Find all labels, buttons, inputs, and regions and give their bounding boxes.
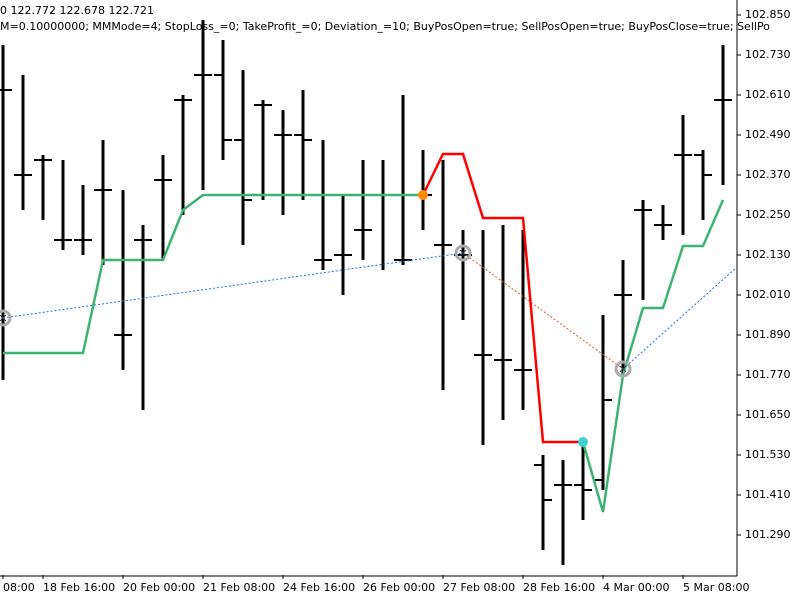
trade-marker	[454, 244, 472, 262]
y-tick-label: 102.610	[745, 88, 791, 101]
trade-marker-cross	[0, 314, 7, 322]
indicator-line	[421, 152, 583, 444]
x-tick-label: 4 Mar 00:00	[603, 581, 669, 594]
x-tick-label: 26 Feb 00:00	[363, 581, 435, 594]
y-tick-label: 101.770	[745, 368, 791, 381]
header-line: 0 122.772 122.678 122.721	[0, 4, 154, 17]
y-tick-label: 102.850	[745, 8, 791, 21]
x-tick-label: 24 Feb 16:00	[283, 581, 355, 594]
indicator-line	[3, 193, 725, 513]
x-tick-label: 08:00	[3, 581, 35, 594]
y-tick-label: 101.650	[745, 408, 791, 421]
x-tick-label: 20 Feb 00:00	[123, 581, 195, 594]
trade-line	[2, 252, 464, 319]
y-tick-label: 101.890	[745, 328, 791, 341]
x-tick-label: 21 Feb 08:00	[203, 581, 275, 594]
trade-marker-cross	[619, 365, 627, 373]
y-tick-label: 102.250	[745, 208, 791, 221]
y-tick-label: 102.010	[745, 288, 791, 301]
y-tick-label: 102.370	[745, 168, 791, 181]
trade-marker	[614, 360, 632, 378]
y-tick-label: 101.410	[745, 488, 791, 501]
y-tick-label: 102.130	[745, 248, 791, 261]
y-tick-label: 101.290	[745, 528, 791, 541]
x-tick-label: 5 Mar 08:00	[683, 581, 749, 594]
signal-dot	[578, 437, 588, 447]
trade-line	[622, 266, 738, 370]
y-tick-label: 102.490	[745, 128, 791, 141]
trade-marker	[0, 309, 12, 327]
signal-dot	[418, 190, 428, 200]
header-line: M=0.10000000; MMMode=4; StopLoss_=0; Tak…	[0, 20, 770, 33]
trade-line	[462, 252, 624, 370]
trade-marker-cross	[459, 249, 467, 257]
x-tick-label: 28 Feb 16:00	[523, 581, 595, 594]
x-tick-label: 18 Feb 16:00	[43, 581, 115, 594]
y-tick-label: 102.730	[745, 48, 791, 61]
y-tick-label: 101.530	[745, 448, 791, 461]
x-tick-label: 27 Feb 08:00	[443, 581, 515, 594]
